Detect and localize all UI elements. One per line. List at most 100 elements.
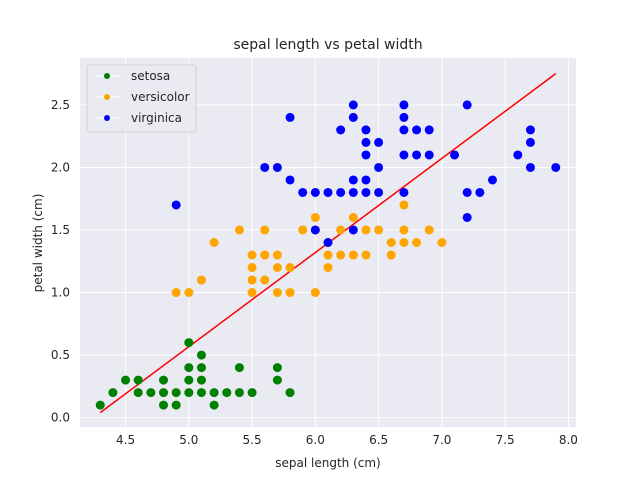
- point-versicolor: [272, 263, 282, 273]
- chart-title: sepal length vs petal width: [233, 37, 422, 53]
- point-virginica: [348, 100, 358, 110]
- point-virginica: [361, 187, 371, 197]
- point-virginica: [361, 150, 371, 160]
- point-setosa: [184, 363, 194, 373]
- point-versicolor: [310, 212, 320, 222]
- point-setosa: [272, 363, 282, 373]
- point-versicolor: [260, 250, 270, 260]
- point-virginica: [399, 150, 409, 160]
- point-setosa: [159, 375, 169, 385]
- point-versicolor: [234, 225, 244, 235]
- point-virginica: [462, 187, 472, 197]
- point-setosa: [234, 388, 244, 398]
- point-setosa: [159, 400, 169, 410]
- point-virginica: [462, 212, 472, 222]
- point-setosa: [171, 400, 181, 410]
- y-tick-label: 2.5: [51, 98, 70, 112]
- point-virginica: [374, 137, 384, 147]
- y-tick-label: 2.0: [51, 160, 70, 174]
- point-virginica: [487, 175, 497, 185]
- point-virginica: [462, 100, 472, 110]
- point-virginica: [424, 125, 434, 135]
- point-virginica: [285, 175, 295, 185]
- point-setosa: [209, 388, 219, 398]
- point-setosa: [184, 388, 194, 398]
- point-versicolor: [196, 275, 206, 285]
- legend-box: [86, 64, 197, 133]
- point-virginica: [399, 112, 409, 122]
- point-versicolor: [336, 225, 346, 235]
- point-setosa: [159, 388, 169, 398]
- x-tick-label: 8.0: [559, 433, 578, 447]
- tick-labels: 4.5 5.0 5.5 6.0 6.5 7.0 7.5 8.0 0.0 0.5 1.0 1.5 2.0 2…: [51, 98, 578, 447]
- legend-entry-versicolor: versicolor: [95, 90, 190, 104]
- x-tick-label: 4.5: [116, 433, 135, 447]
- x-tick-label: 7.0: [432, 433, 451, 447]
- point-versicolor: [247, 288, 257, 298]
- legend-marker-setosa: [104, 73, 110, 79]
- point-versicolor: [348, 212, 358, 222]
- point-virginica: [298, 187, 308, 197]
- y-tick-label: 1.5: [51, 223, 70, 237]
- point-versicolor: [374, 225, 384, 235]
- point-setosa: [222, 388, 232, 398]
- point-versicolor: [399, 225, 409, 235]
- point-virginica: [323, 238, 333, 247]
- point-virginica: [361, 137, 371, 147]
- point-virginica: [399, 125, 409, 135]
- point-versicolor: [247, 275, 257, 285]
- point-versicolor: [399, 238, 409, 247]
- point-virginica: [310, 187, 320, 197]
- legend-entry-virginica: virginica: [95, 111, 182, 125]
- point-setosa: [209, 400, 219, 410]
- point-setosa: [146, 388, 156, 398]
- point-setosa: [184, 375, 194, 385]
- point-setosa: [285, 388, 295, 398]
- point-setosa: [234, 363, 244, 373]
- x-tick-label: 6.5: [369, 433, 388, 447]
- point-setosa: [133, 388, 143, 398]
- point-virginica: [361, 175, 371, 185]
- point-virginica: [525, 137, 535, 147]
- point-virginica: [348, 187, 358, 197]
- point-setosa: [184, 338, 194, 348]
- point-virginica: [513, 150, 523, 160]
- legend-label-versicolor: versicolor: [131, 90, 190, 104]
- point-versicolor: [361, 250, 371, 260]
- point-virginica: [260, 162, 270, 172]
- y-tick-label: 0.0: [51, 411, 70, 425]
- x-tick-label: 5.0: [179, 433, 198, 447]
- point-virginica: [412, 150, 422, 160]
- point-versicolor: [386, 250, 396, 260]
- point-virginica: [525, 162, 535, 172]
- point-versicolor: [209, 238, 219, 247]
- point-virginica: [348, 175, 358, 185]
- point-versicolor: [247, 250, 257, 260]
- point-virginica: [551, 162, 561, 172]
- grid-lines: [80, 58, 576, 427]
- y-tick-label: 0.5: [51, 348, 70, 362]
- point-virginica: [323, 187, 333, 197]
- point-versicolor: [412, 238, 422, 247]
- point-virginica: [525, 125, 535, 135]
- point-virginica: [336, 125, 346, 135]
- point-versicolor: [399, 200, 409, 210]
- point-versicolor: [323, 250, 333, 260]
- point-virginica: [399, 187, 409, 197]
- point-setosa: [108, 388, 118, 398]
- point-setosa: [171, 388, 181, 398]
- point-versicolor: [424, 225, 434, 235]
- point-setosa: [133, 375, 143, 385]
- legend-label-setosa: setosa: [131, 69, 170, 83]
- point-virginica: [348, 112, 358, 122]
- point-versicolor: [184, 288, 194, 298]
- point-virginica: [374, 162, 384, 172]
- point-versicolor: [272, 288, 282, 298]
- legend-marker-virginica: [104, 115, 110, 121]
- point-virginica: [272, 162, 282, 172]
- point-setosa: [196, 363, 206, 373]
- y-axis-label: petal width (cm): [31, 194, 45, 293]
- point-versicolor: [260, 225, 270, 235]
